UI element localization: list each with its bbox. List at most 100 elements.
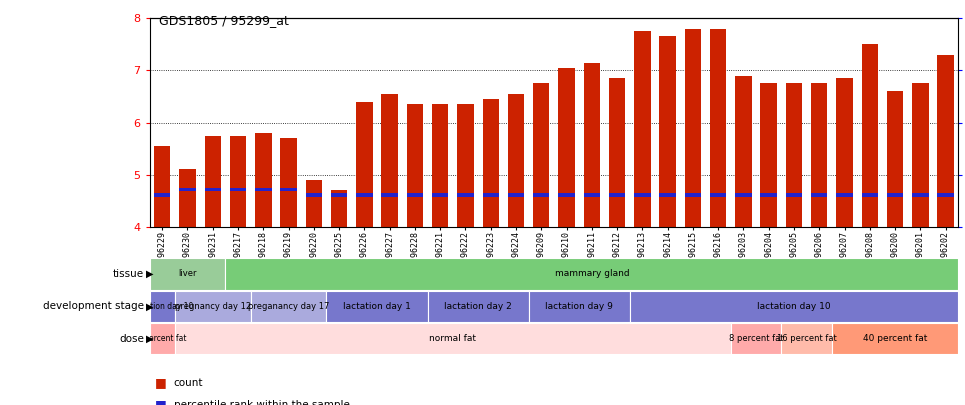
Text: 8 percent fat: 8 percent fat [729,334,784,343]
Bar [887,91,903,227]
Bar [482,193,499,196]
Bar [685,29,702,227]
Text: normal fat: normal fat [429,334,477,343]
Bar [230,136,246,227]
Bar [760,83,777,227]
Bar [862,193,878,196]
Bar [205,136,221,227]
Bar [559,68,575,227]
Bar [811,83,827,227]
Text: ▶: ▶ [146,301,153,311]
Bar [326,291,427,322]
Text: ■: ■ [154,399,166,405]
Text: GDS1805 / 95299_at: GDS1805 / 95299_at [159,14,290,27]
Bar [508,193,524,196]
Bar [782,323,832,354]
Bar [685,193,702,196]
Text: 40 percent fat: 40 percent fat [863,334,927,343]
Bar [735,193,752,196]
Bar [533,193,549,196]
Text: pregnancy day 12: pregnancy day 12 [175,302,251,311]
Bar [710,193,727,196]
Text: lactation day 2: lactation day 2 [444,302,512,311]
Text: liver: liver [179,269,197,279]
Bar [281,188,297,191]
Bar [630,291,958,322]
Bar [837,193,853,196]
Bar [482,99,499,227]
Bar [731,323,782,354]
Bar [659,36,675,227]
Bar [150,323,175,354]
Text: lactation day 1: lactation day 1 [344,302,411,311]
Bar [634,193,650,196]
Bar [306,180,322,227]
Bar [179,188,196,191]
Bar [559,193,575,196]
Bar [786,83,802,227]
Bar [154,146,171,227]
Text: mammary gland: mammary gland [555,269,629,279]
Bar [432,104,449,227]
Bar [457,104,474,227]
Text: lactation day 10: lactation day 10 [131,302,193,311]
Bar [150,258,226,290]
Bar [432,193,449,196]
Bar [406,104,423,227]
Bar [255,133,271,227]
Bar [937,193,953,196]
Bar [331,193,347,196]
Bar [230,188,246,191]
Bar [457,193,474,196]
Bar [150,291,175,322]
Bar [381,193,398,196]
Bar [937,55,953,227]
Text: ▶: ▶ [146,269,153,279]
Bar [735,76,752,227]
Bar [584,62,600,227]
Bar [837,78,853,227]
Bar [306,193,322,196]
Bar [381,94,398,227]
Bar [356,193,372,196]
Text: ▶: ▶ [146,334,153,344]
Bar [154,193,171,196]
Text: preganancy day 17: preganancy day 17 [248,302,329,311]
Bar [251,291,326,322]
Bar [832,323,958,354]
Bar [533,83,549,227]
Bar [406,193,423,196]
Bar [609,78,625,227]
Bar [175,291,251,322]
Bar [179,169,196,227]
Text: percentile rank within the sample: percentile rank within the sample [174,400,349,405]
Bar [710,29,727,227]
Bar [609,193,625,196]
Bar [427,291,529,322]
Bar [634,31,650,227]
Bar [281,138,297,227]
Bar [356,102,372,227]
Text: ■: ■ [154,376,166,389]
Text: 16 percent fat: 16 percent fat [777,334,837,343]
Bar [862,44,878,227]
Bar [760,193,777,196]
Bar [584,193,600,196]
Bar [205,188,221,191]
Bar [912,193,928,196]
Bar [331,190,347,227]
Bar [811,193,827,196]
Text: lactation day 10: lactation day 10 [758,302,831,311]
Bar [175,323,731,354]
Text: count: count [174,378,204,388]
Bar [508,94,524,227]
Bar [659,193,675,196]
Text: lactation day 9: lactation day 9 [545,302,613,311]
Bar [786,193,802,196]
Bar [255,188,271,191]
Bar [887,193,903,196]
Bar [912,83,928,227]
Text: dose: dose [119,334,144,344]
Text: 8 percent fat: 8 percent fat [137,334,187,343]
Bar [529,291,630,322]
